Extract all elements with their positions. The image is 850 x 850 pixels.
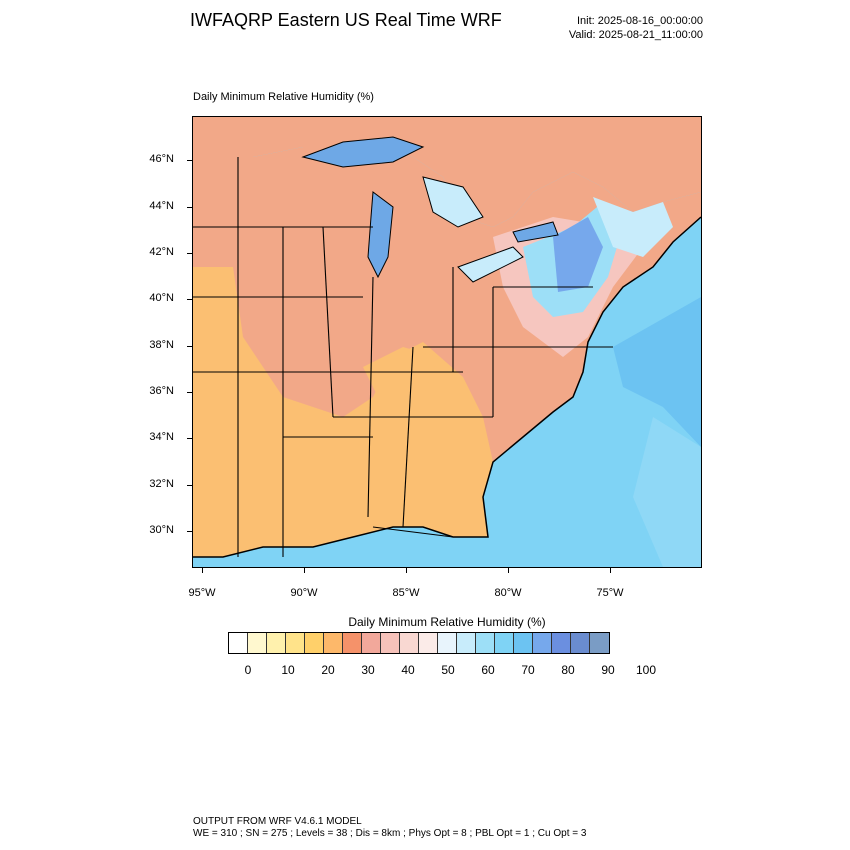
colorbar-swatch <box>248 633 267 653</box>
colorbar-swatch <box>495 633 514 653</box>
lon-tick <box>508 568 509 573</box>
lat-label: 34°N <box>149 431 174 443</box>
model-version: OUTPUT FROM WRF V4.6.1 MODEL <box>193 816 362 827</box>
colorbar <box>228 632 610 654</box>
colorbar-swatch <box>362 633 381 653</box>
colorbar-swatch <box>571 633 590 653</box>
colorbar-swatch <box>438 633 457 653</box>
lake-superior <box>301 136 425 168</box>
lon-label: 95°W <box>188 587 216 599</box>
colorbar-swatch <box>286 633 305 653</box>
lat-tick <box>187 438 192 439</box>
colorbar-label: 70 <box>521 663 535 677</box>
colorbar-swatch <box>229 633 248 653</box>
colorbar-swatch <box>267 633 286 653</box>
colorbar-label: 50 <box>441 663 455 677</box>
page-title: IWFAQRP Eastern US Real Time WRF <box>190 10 502 30</box>
colorbar-swatch <box>381 633 400 653</box>
colorbar-swatch <box>400 633 419 653</box>
valid-time: Valid: 2025-08-21_11:00:00 <box>568 29 703 41</box>
lat-label: 40°N <box>149 292 174 304</box>
canada-land <box>193 117 701 227</box>
lat-label: 36°N <box>149 385 174 397</box>
colorbar-label: 80 <box>561 663 575 677</box>
lon-tick <box>406 568 407 573</box>
colorbar-swatch <box>419 633 438 653</box>
colorbar-label: 20 <box>321 663 335 677</box>
colorbar-label: 30 <box>361 663 375 677</box>
colorbar-swatch <box>552 633 571 653</box>
lat-tick <box>187 346 192 347</box>
colorbar-swatch <box>476 633 495 653</box>
humid-region <box>593 197 673 257</box>
ocean-patch <box>613 297 701 447</box>
colorbar-label: 60 <box>481 663 495 677</box>
lake-ontario <box>512 221 559 243</box>
colorbar-label: 90 <box>601 663 615 677</box>
lon-tick <box>304 568 305 573</box>
map-title: Daily Minimum Relative Humidity (%) <box>193 91 374 103</box>
model-config: WE = 310 ; SN = 275 ; Levels = 38 ; Dis … <box>193 828 587 839</box>
humidity-map <box>192 116 702 568</box>
lon-tick <box>202 568 203 573</box>
ocean-patch <box>633 417 701 567</box>
lat-tick <box>187 531 192 532</box>
state-borders <box>193 157 613 557</box>
lat-tick <box>187 160 192 161</box>
colorbar-swatch <box>343 633 362 653</box>
model-info: OUTPUT FROM WRF V4.6.1 MODEL WE = 310 ; … <box>193 816 586 840</box>
lat-tick <box>187 253 192 254</box>
colorbar-swatch <box>514 633 533 653</box>
lat-label: 38°N <box>149 339 174 351</box>
coastline <box>193 216 701 558</box>
map-canvas <box>193 117 701 567</box>
lake-huron <box>422 176 484 228</box>
colorbar-swatch <box>324 633 343 653</box>
colorbar-label: 100 <box>635 663 657 677</box>
lake-erie <box>457 246 524 283</box>
colorbar-title: Daily Minimum Relative Humidity (%) <box>348 615 546 629</box>
lat-tick <box>187 299 192 300</box>
colorbar-label: 10 <box>281 663 295 677</box>
lat-tick <box>187 207 192 208</box>
colorbar-swatch <box>305 633 324 653</box>
lon-label: 75°W <box>596 587 624 599</box>
dry-region <box>363 347 438 407</box>
lon-label: 80°W <box>494 587 522 599</box>
run-times: Init: 2025-08-16_00:00:00 Valid: 2025-08… <box>569 14 703 42</box>
lat-label: 42°N <box>149 246 174 258</box>
lat-label: 30°N <box>149 524 174 536</box>
init-time: Init: 2025-08-16_00:00:00 <box>577 15 703 27</box>
lon-label: 85°W <box>392 587 420 599</box>
dry-region <box>193 267 493 557</box>
lat-tick <box>187 392 192 393</box>
humid-core <box>553 217 603 292</box>
colorbar-swatch <box>533 633 552 653</box>
colorbar-label: 40 <box>401 663 415 677</box>
colorbar-swatch <box>457 633 476 653</box>
lon-tick <box>610 568 611 573</box>
colorbar-swatch <box>590 633 609 653</box>
colorbar-label: 0 <box>244 663 252 677</box>
lat-label: 32°N <box>149 478 174 490</box>
lake-michigan <box>367 191 394 279</box>
lon-label: 90°W <box>290 587 318 599</box>
lat-label: 44°N <box>149 200 174 212</box>
lat-tick <box>187 485 192 486</box>
lat-label: 46°N <box>149 153 174 165</box>
